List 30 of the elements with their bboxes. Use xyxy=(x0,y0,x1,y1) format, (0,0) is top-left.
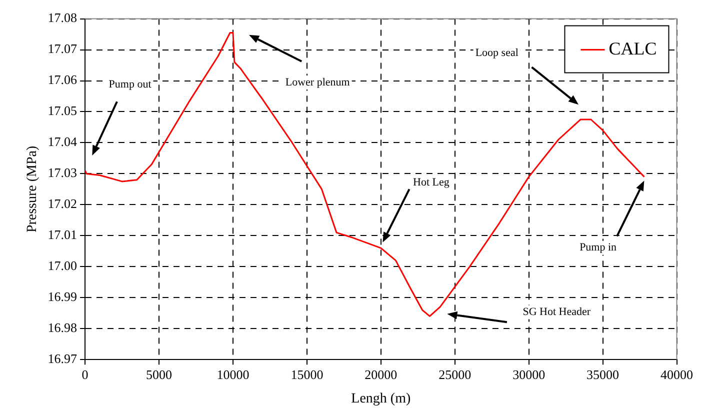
y-tick-label: 17.00 xyxy=(48,258,78,274)
y-tick-label: 17.06 xyxy=(48,72,78,88)
y-tick-label: 17.03 xyxy=(48,165,78,180)
y-tick-label: 17.04 xyxy=(48,134,78,150)
y-axis-title: Pressure (MPa) xyxy=(25,146,40,233)
x-tick-label: 25000 xyxy=(438,366,472,382)
legend-label: CALC xyxy=(608,38,657,59)
annotation: SG Hot Header xyxy=(522,306,591,318)
annotation: Hot Leg xyxy=(413,176,450,189)
x-tick-label: 10000 xyxy=(216,366,250,382)
x-tick-label: 0 xyxy=(82,366,88,382)
x-tick-label: 20000 xyxy=(364,366,398,382)
y-tick-label: 17.05 xyxy=(48,103,78,118)
x-axis-title: Lengh (m) xyxy=(351,391,411,406)
annotation: Pump in xyxy=(580,242,618,254)
y-tick-label: 17.07 xyxy=(48,41,78,56)
x-tick-label: 15000 xyxy=(290,366,324,382)
y-tick-label: 17.01 xyxy=(48,227,78,242)
y-tick-label: 16.98 xyxy=(48,320,78,336)
x-tick-label: 30000 xyxy=(512,366,546,382)
y-tick-label: 17.02 xyxy=(48,196,78,212)
y-tick-label: 17.08 xyxy=(48,10,78,26)
y-tick-label: 16.97 xyxy=(48,351,78,366)
x-tick-label: 35000 xyxy=(586,366,620,382)
annotation: Lower plenum xyxy=(285,76,350,88)
annotation: Pump out xyxy=(108,78,152,90)
x-tick-label: 5000 xyxy=(146,366,172,382)
x-tick-label: 40000 xyxy=(660,366,693,382)
annotation: Loop seal xyxy=(475,47,518,60)
y-tick-label: 16.99 xyxy=(48,289,78,304)
